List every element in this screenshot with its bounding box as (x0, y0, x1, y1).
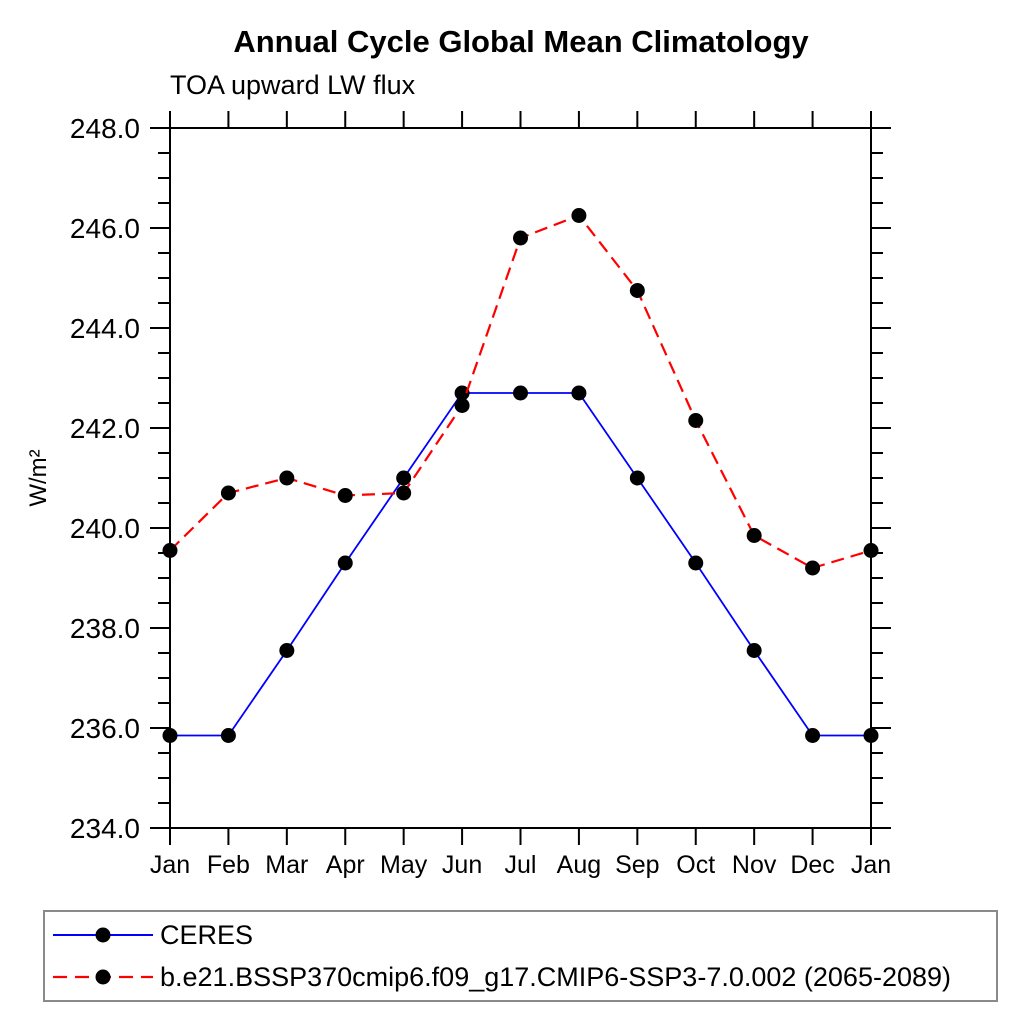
data-point (805, 560, 821, 576)
plot-area: Jan Feb Mar Apr May Jun Jul Aug Sep Oct Nov Dec Jan 2… (25, 111, 891, 879)
x-tick-label: Jul (505, 851, 537, 879)
data-point (162, 728, 178, 743)
legend-label-model: b.e21.BSSP370cmip6.f09_g17.CMIP6-SSP3-7.… (160, 961, 952, 992)
y-tick-label: 246.0 (70, 213, 140, 244)
y-tick-label: 242.0 (70, 413, 140, 444)
y-tick-label: 248.0 (70, 113, 140, 144)
chart-subtitle: TOA upward LW flux (170, 70, 416, 100)
y-tick-label: 244.0 (70, 313, 140, 344)
data-point (571, 208, 587, 223)
data-point (746, 528, 762, 543)
y-axis-title: W/m² (25, 449, 52, 506)
data-point (513, 385, 528, 401)
y-tick-label: 236.0 (70, 713, 140, 744)
data-point (396, 470, 412, 486)
x-tick-label: Jan (851, 851, 891, 879)
legend-item-model: b.e21.BSSP370cmip6.f09_g17.CMIP6-SSP3-7.… (50, 959, 996, 995)
data-point (571, 385, 587, 401)
x-tick-label: Dec (790, 851, 834, 879)
data-point (454, 398, 470, 413)
data-point (454, 385, 470, 401)
x-tick-label: Mar (265, 851, 308, 879)
x-tick-label: Feb (207, 851, 250, 879)
x-tick-label: Apr (326, 851, 365, 879)
data-point (220, 485, 236, 501)
x-tick-label: Oct (676, 851, 715, 879)
y-tick-label: 238.0 (70, 613, 140, 644)
data-point (629, 470, 645, 486)
data-point (220, 728, 236, 743)
x-tick-label: Aug (557, 851, 601, 879)
chart-title: Annual Cycle Global Mean Climatology (233, 24, 809, 59)
data-point (746, 643, 762, 658)
legend-label-ceres: CERES (160, 919, 254, 950)
data-point (863, 543, 879, 558)
x-tick-label: Jun (442, 851, 482, 879)
data-point (688, 555, 704, 571)
data-point (863, 728, 879, 743)
series-line-0 (170, 392, 871, 737)
x-tick-label: May (380, 851, 428, 879)
legend-box: CERES b.e21.BSSP370cmip6.f09_g17.CMIP6-S… (43, 910, 998, 1002)
legend-dashed-line-sample (53, 969, 153, 985)
data-point (688, 413, 704, 428)
data-point (337, 488, 353, 503)
data-point (337, 555, 353, 571)
data-point (279, 643, 295, 658)
data-point (629, 283, 645, 298)
y-tick-label: 240.0 (70, 513, 140, 544)
data-point (162, 543, 178, 558)
y-tick-label: 234.0 (70, 813, 140, 844)
data-point (513, 230, 528, 246)
data-point (396, 485, 412, 501)
x-tick-label: Sep (615, 851, 659, 879)
x-tick-label: Jan (150, 851, 190, 879)
data-point (805, 728, 821, 743)
data-point (279, 470, 295, 486)
legend-item-ceres: CERES (50, 917, 996, 953)
x-tick-label: Nov (732, 851, 777, 879)
legend-solid-line-sample (53, 927, 153, 943)
